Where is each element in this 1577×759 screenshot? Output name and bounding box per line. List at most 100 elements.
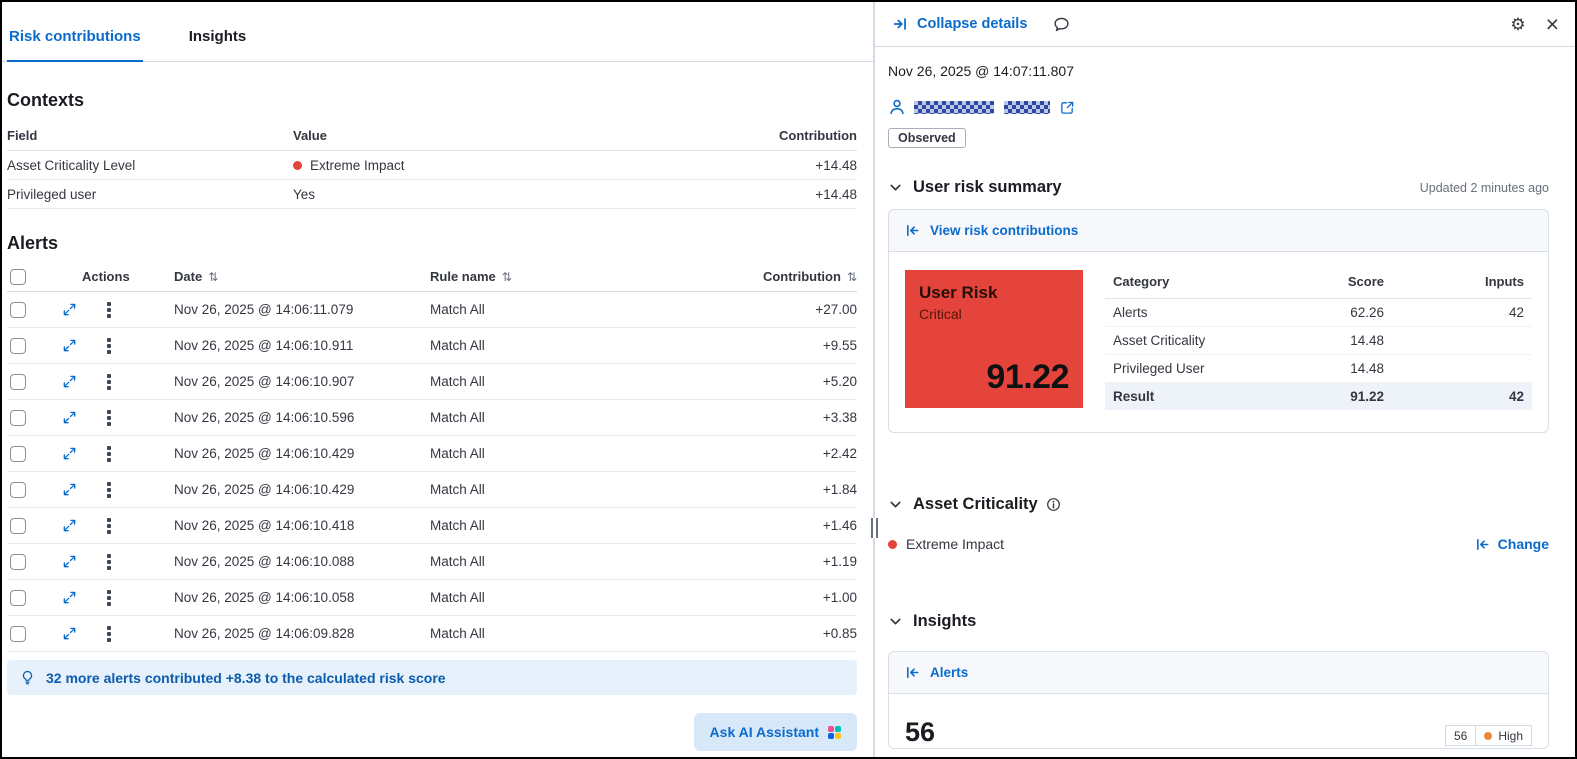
risk-score: 14.48 [1350, 361, 1384, 376]
tab-risk-contributions[interactable]: Risk contributions [7, 2, 143, 62]
row-checkbox[interactable] [10, 301, 26, 318]
user-identity-row [888, 98, 1549, 116]
risk-category: Result [1113, 389, 1155, 404]
alert-date: Nov 26, 2025 @ 14:06:09.828 [174, 626, 355, 641]
alert-rule-name: Match All [430, 482, 485, 497]
chevron-down-icon[interactable] [888, 180, 903, 195]
more-actions-icon[interactable] [107, 559, 111, 564]
expand-alert-icon[interactable] [62, 590, 77, 605]
external-link-icon[interactable] [1060, 100, 1075, 115]
risk-card-title: User Risk [919, 283, 998, 302]
table-row: Nov 26, 2025 @ 14:06:10.418 Match All +1… [7, 508, 857, 544]
more-actions-icon[interactable] [107, 415, 111, 420]
risk-inputs: 42 [1508, 305, 1524, 320]
alert-contribution: +9.55 [822, 338, 857, 353]
expand-alert-icon[interactable] [62, 302, 77, 317]
expand-alert-icon[interactable] [62, 446, 77, 461]
row-checkbox[interactable] [10, 337, 26, 354]
insights-section: Insights Alerts 56 56 High [888, 612, 1549, 749]
more-actions-icon[interactable] [107, 487, 111, 492]
alert-date: Nov 26, 2025 @ 14:06:10.907 [174, 374, 355, 389]
severity-label-cell: High [1476, 725, 1532, 746]
more-alerts-banner: 32 more alerts contributed +8.38 to the … [7, 660, 857, 695]
row-checkbox[interactable] [10, 625, 26, 642]
asset-criticality-value: Extreme Impact [906, 536, 1005, 552]
alert-date: Nov 26, 2025 @ 14:06:11.079 [174, 302, 354, 317]
chevron-down-icon[interactable] [888, 614, 903, 629]
row-checkbox[interactable] [10, 517, 26, 534]
collapse-details-label: Collapse details [917, 16, 1028, 32]
risk-table-header: Category Score Inputs [1105, 272, 1532, 299]
collapse-details-icon [892, 16, 908, 32]
risk-score-card: User Risk Critical 91.22 [905, 270, 1083, 408]
table-row: Nov 26, 2025 @ 14:06:10.911 Match All +9… [7, 328, 857, 364]
user-icon [888, 98, 906, 116]
alert-contribution: +1.19 [822, 554, 857, 569]
view-risk-contributions-link[interactable]: View risk contributions [930, 223, 1079, 238]
row-checkbox[interactable] [10, 589, 26, 606]
expand-alert-icon[interactable] [62, 374, 77, 389]
redacted-username [914, 100, 994, 114]
alert-rule-name: Match All [430, 302, 485, 317]
table-row-result: Result 91.22 42 [1105, 383, 1532, 410]
risk-category: Privileged User [1113, 361, 1205, 376]
table-row: Nov 26, 2025 @ 14:06:11.079 Match All +2… [7, 292, 857, 328]
sort-by-rule-name[interactable]: Rule name ⇅ [430, 269, 512, 284]
expand-alert-icon[interactable] [62, 554, 77, 569]
criticality-dot [293, 160, 302, 170]
more-actions-icon[interactable] [107, 631, 111, 636]
ask-ai-assistant-button[interactable]: Ask AI Assistant [693, 713, 857, 751]
col-inputs: Inputs [1485, 274, 1524, 289]
alert-rule-name: Match All [430, 518, 485, 533]
chevron-down-icon[interactable] [888, 497, 903, 512]
row-checkbox[interactable] [10, 445, 26, 462]
more-actions-icon[interactable] [107, 379, 111, 384]
risk-breakdown-table: Category Score Inputs Alerts 62.26 42 As… [1105, 272, 1532, 410]
sort-icon: ⇅ [208, 269, 219, 284]
change-criticality-button[interactable]: Change [1475, 536, 1549, 552]
alert-date: Nov 26, 2025 @ 14:06:10.429 [174, 446, 355, 461]
risk-score: 62.26 [1350, 305, 1384, 320]
alert-date: Nov 26, 2025 @ 14:06:10.088 [174, 554, 355, 569]
resize-handle[interactable] [868, 518, 880, 538]
table-row: Asset Criticality 14.48 [1105, 327, 1532, 355]
select-all-checkbox[interactable] [10, 268, 26, 285]
insights-alerts-card: Alerts 56 56 High [888, 651, 1549, 749]
gear-icon[interactable]: ⚙ [1510, 14, 1526, 34]
sort-by-date[interactable]: Date ⇅ [174, 269, 219, 284]
close-icon[interactable]: × [1545, 10, 1559, 37]
observed-badge: Observed [888, 128, 966, 148]
more-actions-icon[interactable] [107, 307, 111, 312]
row-checkbox[interactable] [10, 481, 26, 498]
context-value: Extreme Impact [310, 157, 405, 173]
alert-rule-name: Match All [430, 410, 485, 425]
more-actions-icon[interactable] [107, 451, 111, 456]
alert-timestamp: Nov 26, 2025 @ 14:07:11.807 [888, 63, 1074, 79]
asset-criticality-value-row: Extreme Impact Change [888, 536, 1549, 552]
expand-alert-icon[interactable] [62, 518, 77, 533]
more-actions-icon[interactable] [107, 343, 111, 348]
contexts-table: Field Value Contribution Asset Criticali… [7, 121, 857, 209]
alerts-link[interactable]: Alerts [930, 665, 969, 680]
contexts-table-header: Field Value Contribution [7, 121, 857, 151]
row-checkbox[interactable] [10, 553, 26, 570]
row-checkbox[interactable] [10, 409, 26, 426]
flyout-toolbar: Collapse details ⚙ × [875, 2, 1575, 47]
chat-icon[interactable] [1053, 16, 1070, 33]
arrow-start-icon [905, 665, 920, 680]
sort-by-contribution[interactable]: Contribution ⇅ [762, 269, 857, 284]
info-icon[interactable] [1046, 497, 1061, 512]
expand-alert-icon[interactable] [62, 626, 77, 641]
collapse-details-button[interactable]: Collapse details [892, 16, 1027, 32]
expand-alert-icon[interactable] [62, 482, 77, 497]
expand-alert-icon[interactable] [62, 338, 77, 353]
tab-insights[interactable]: Insights [188, 28, 247, 45]
redacted-username [1004, 100, 1050, 114]
more-actions-icon[interactable] [107, 595, 111, 600]
change-label: Change [1497, 536, 1549, 552]
row-checkbox[interactable] [10, 373, 26, 390]
expand-alert-icon[interactable] [62, 410, 77, 425]
alerts-col-actions: Actions [82, 269, 130, 284]
more-actions-icon[interactable] [107, 523, 111, 528]
table-row: Nov 26, 2025 @ 14:06:10.429 Match All +1… [7, 472, 857, 508]
